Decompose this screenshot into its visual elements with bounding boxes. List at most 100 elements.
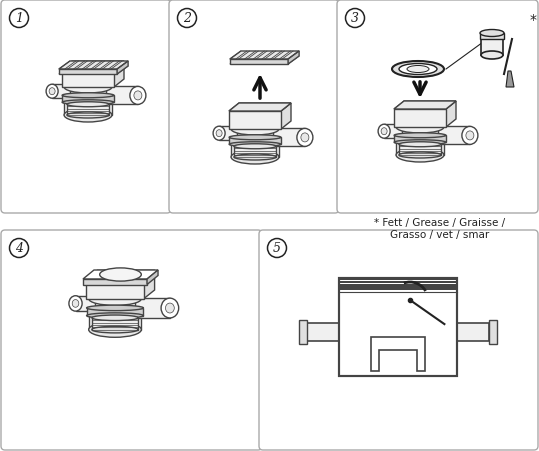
Ellipse shape (62, 101, 114, 106)
Ellipse shape (394, 133, 446, 138)
Polygon shape (64, 88, 112, 116)
Polygon shape (438, 127, 470, 145)
Circle shape (345, 9, 364, 28)
Text: 3: 3 (351, 13, 359, 25)
Polygon shape (147, 271, 158, 285)
Bar (339, 285, 457, 287)
Polygon shape (62, 70, 114, 88)
Polygon shape (229, 104, 291, 112)
Ellipse shape (87, 313, 143, 318)
Polygon shape (87, 308, 143, 316)
Text: 2: 2 (183, 13, 191, 25)
Bar (340, 285, 456, 286)
Circle shape (267, 239, 287, 258)
Ellipse shape (92, 315, 138, 321)
Polygon shape (234, 147, 276, 158)
Ellipse shape (396, 122, 444, 133)
Ellipse shape (462, 127, 478, 145)
Polygon shape (481, 38, 503, 56)
Ellipse shape (466, 132, 474, 141)
Ellipse shape (130, 87, 146, 105)
Polygon shape (229, 104, 291, 112)
FancyBboxPatch shape (1, 230, 262, 450)
Ellipse shape (407, 66, 429, 74)
Ellipse shape (72, 300, 79, 308)
Ellipse shape (399, 143, 441, 147)
Ellipse shape (92, 327, 138, 333)
Polygon shape (394, 136, 446, 143)
Polygon shape (219, 127, 237, 141)
Polygon shape (92, 318, 138, 330)
Ellipse shape (216, 130, 222, 138)
Ellipse shape (69, 296, 82, 312)
FancyBboxPatch shape (339, 278, 457, 376)
Bar (340, 288, 456, 290)
Ellipse shape (87, 305, 143, 311)
Polygon shape (394, 102, 456, 110)
Polygon shape (281, 104, 291, 130)
Polygon shape (83, 279, 147, 285)
Bar (457, 323, 489, 341)
Bar (340, 281, 456, 283)
Ellipse shape (49, 88, 55, 96)
Polygon shape (273, 129, 305, 147)
Polygon shape (229, 138, 281, 145)
Ellipse shape (67, 102, 109, 107)
Ellipse shape (64, 109, 112, 123)
Polygon shape (480, 34, 504, 40)
Circle shape (10, 9, 29, 28)
Polygon shape (506, 72, 514, 88)
Polygon shape (394, 102, 456, 110)
Ellipse shape (161, 299, 179, 318)
Polygon shape (394, 110, 446, 128)
Polygon shape (86, 279, 143, 299)
Ellipse shape (392, 62, 444, 78)
Polygon shape (86, 271, 155, 279)
Polygon shape (83, 271, 158, 279)
Polygon shape (288, 52, 299, 65)
Ellipse shape (229, 135, 281, 140)
Ellipse shape (480, 30, 504, 37)
Polygon shape (117, 62, 128, 75)
Polygon shape (446, 102, 456, 128)
Text: 4: 4 (15, 242, 23, 255)
FancyBboxPatch shape (259, 230, 538, 450)
Polygon shape (396, 128, 444, 156)
Ellipse shape (67, 113, 109, 119)
Polygon shape (62, 62, 124, 70)
Ellipse shape (381, 129, 387, 135)
Polygon shape (135, 299, 170, 318)
Polygon shape (59, 67, 128, 75)
Ellipse shape (213, 127, 225, 141)
Polygon shape (67, 105, 109, 116)
Ellipse shape (399, 64, 437, 75)
Polygon shape (229, 112, 281, 130)
Polygon shape (231, 130, 279, 158)
Ellipse shape (89, 293, 141, 306)
Ellipse shape (89, 322, 141, 337)
Ellipse shape (64, 82, 112, 94)
Polygon shape (114, 62, 124, 88)
Ellipse shape (231, 151, 279, 165)
Ellipse shape (165, 304, 174, 313)
Circle shape (177, 9, 197, 28)
Polygon shape (59, 70, 117, 75)
Bar (339, 282, 457, 284)
Ellipse shape (481, 52, 503, 60)
Text: Grasso / vet / smar: Grasso / vet / smar (390, 230, 489, 239)
Ellipse shape (301, 133, 309, 143)
FancyBboxPatch shape (337, 1, 538, 213)
FancyBboxPatch shape (1, 1, 171, 213)
Bar (340, 278, 456, 280)
Ellipse shape (46, 85, 58, 99)
Ellipse shape (229, 143, 281, 147)
Polygon shape (384, 125, 402, 139)
Polygon shape (52, 85, 70, 99)
Ellipse shape (394, 140, 446, 145)
Ellipse shape (481, 34, 503, 42)
Ellipse shape (378, 125, 390, 139)
Bar (339, 278, 457, 280)
Polygon shape (489, 320, 497, 344)
Circle shape (10, 239, 29, 258)
Ellipse shape (396, 149, 444, 163)
